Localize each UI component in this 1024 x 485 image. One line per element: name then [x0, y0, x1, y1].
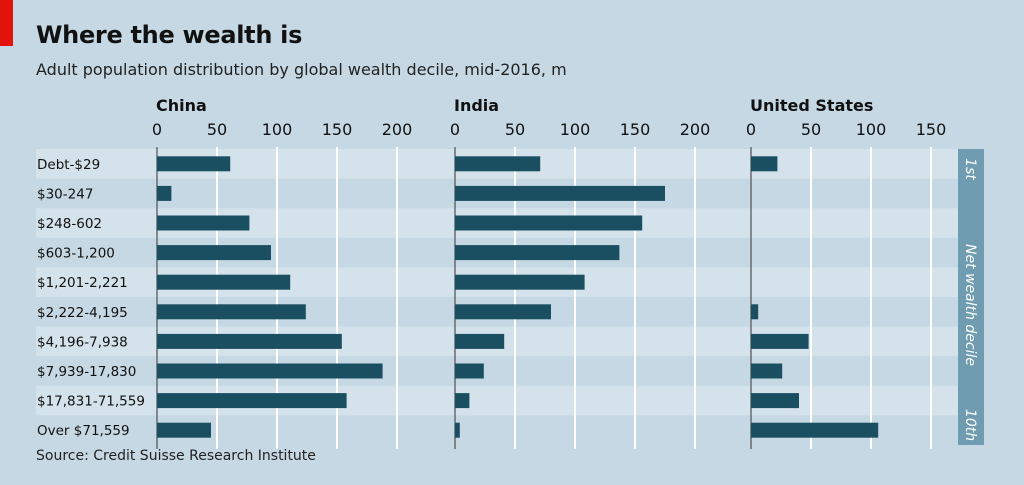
bar	[157, 215, 250, 231]
category-label: $17,831-71,559	[37, 394, 145, 410]
chart-subtitle: Adult population distribution by global …	[36, 60, 567, 79]
category-label: $603-1,200	[37, 246, 115, 262]
tick-label: 150	[322, 120, 353, 139]
bar	[157, 274, 291, 290]
bar	[751, 156, 778, 172]
category-label: $30-247	[37, 186, 93, 202]
category-label: Over $71,559	[37, 423, 130, 439]
tick-label: 100	[856, 120, 887, 139]
tick-label: 50	[505, 120, 525, 139]
category-label: $2,222-4,195	[37, 305, 128, 321]
bar	[157, 363, 383, 379]
bar	[157, 156, 231, 172]
bar	[157, 333, 342, 349]
bar	[455, 215, 643, 231]
bar	[751, 333, 809, 349]
panel-title: India	[454, 96, 499, 115]
bar	[455, 393, 470, 409]
bar	[455, 422, 460, 438]
tick-label: 150	[620, 120, 651, 139]
bar	[455, 274, 585, 290]
bar	[455, 363, 484, 379]
tick-label: 50	[801, 120, 821, 139]
tick-label: 200	[382, 120, 413, 139]
bar	[157, 304, 306, 320]
bar	[455, 185, 665, 201]
bar	[157, 245, 271, 261]
tick-label: 0	[746, 120, 756, 139]
bar	[157, 422, 211, 438]
tick-label: 150	[916, 120, 947, 139]
tick-label: 50	[207, 120, 227, 139]
decile-last-label: 10th	[962, 409, 978, 441]
bar	[455, 333, 505, 349]
decile-strip	[958, 149, 984, 445]
chart-title: Where the wealth is	[36, 21, 303, 49]
panel-title: China	[156, 96, 207, 115]
category-label: $7,939-17,830	[37, 364, 136, 380]
bar	[751, 393, 799, 409]
chart-source: Source: Credit Suisse Research Institute	[36, 448, 316, 464]
bar	[455, 304, 551, 320]
tick-label: 100	[262, 120, 293, 139]
tick-label: 200	[680, 120, 711, 139]
category-label: $248-602	[37, 216, 102, 232]
bar	[455, 245, 620, 261]
bar	[751, 422, 879, 438]
bar	[157, 393, 347, 409]
category-label: $1,201-2,221	[37, 275, 128, 291]
tick-label: 0	[450, 120, 460, 139]
bar	[157, 185, 172, 201]
decile-axis-label: Net wealth decile	[962, 244, 978, 366]
category-label: $4,196-7,938	[37, 334, 128, 350]
panel-title: United States	[750, 96, 873, 115]
bar	[751, 304, 759, 320]
brand-red-tag	[0, 0, 13, 46]
bar	[751, 363, 783, 379]
tick-label: 0	[152, 120, 162, 139]
bar	[455, 156, 541, 172]
decile-first-label: 1st	[962, 158, 978, 180]
category-label: Debt-$29	[37, 157, 100, 173]
tick-label: 100	[560, 120, 591, 139]
